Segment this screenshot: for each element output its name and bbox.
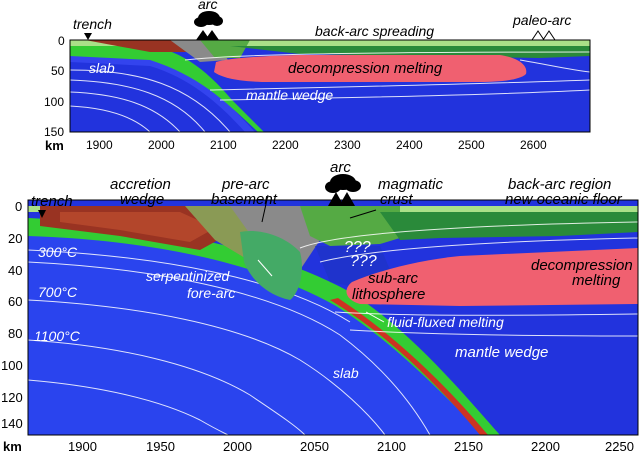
top-x-tick-2200: 2200 [272,138,299,152]
top-y-tick-150: 150 [44,125,64,139]
bottom-melt-region [346,248,638,306]
top-panel: trench arc back-arc spreading paleo-arc … [44,0,591,153]
bottom-1100c-label: 1100°C [34,328,81,344]
bottom-slab-label: slab [333,365,359,381]
bottom-pre-arc-label: pre-arc [221,176,270,193]
bottom-question-marks-2: ??? [350,253,377,270]
top-y-tick-50: 50 [51,64,65,78]
bottom-y-tick-40: 40 [8,263,22,278]
bottom-crust-label: crust [380,191,413,208]
top-x-tick-2300: 2300 [334,138,361,152]
top-trench-marker [84,33,92,40]
top-y-tick-0: 0 [58,34,65,48]
bottom-y-tick-120: 120 [1,390,23,405]
bottom-serpentinized-label: serpentinized [146,268,230,284]
bottom-magmatic-crust [300,206,400,246]
top-x-tick-1900: 1900 [86,138,113,152]
bottom-fore-arc-label: fore-arc [187,285,235,301]
top-x-tick-2400: 2400 [396,138,423,152]
bottom-y-tick-80: 80 [8,326,22,341]
bottom-magmatic-label: magmatic [378,176,444,193]
bottom-back-arc-region-label: back-arc region [508,176,611,193]
top-accretion [85,40,195,52]
bottom-fluid-fluxed-label: fluid-fluxed melting [387,314,504,330]
bottom-arc-volcano-icon [325,174,361,206]
top-mantle-wedge-label: mantle wedge [246,87,333,103]
top-slab-outer [70,44,264,132]
bottom-melting-label: melting [572,272,621,289]
bottom-basement-label: basement [211,191,278,208]
top-back-arc-spreading-label: back-arc spreading [315,23,434,39]
magmatic-pointer [349,209,377,219]
top-paleo-arc-icon [531,30,556,41]
bottom-trench-marker [38,210,46,218]
top-y-tick-100: 100 [44,95,64,109]
bottom-arc-label: arc [330,159,351,176]
top-x-tick-2500: 2500 [458,138,485,152]
top-x-tick-2600: 2600 [520,138,547,152]
fluid-fluxed-pointer [365,311,385,323]
bottom-panel: trench accretion wedge pre-arc basement … [1,159,639,454]
pre-arc-pointer [261,194,269,223]
bottom-x-tick-2250: 2250 [605,439,634,454]
top-paleo-arc-label: paleo-arc [512,12,571,28]
top-arc-volcano-icon [194,11,223,40]
bottom-x-tick-1950: 1950 [146,439,175,454]
bottom-y-tick-0: 0 [15,199,22,214]
bottom-new-oceanic-floor-label: new oceanic floor [505,191,623,208]
bottom-y-tick-100: 100 [1,358,23,373]
bottom-x-tick-2000: 2000 [223,439,252,454]
top-decompression-melting-label: decompression melting [288,60,443,77]
serpentinized-pointer [257,259,273,277]
bottom-y-unit: km [3,439,22,454]
bottom-question-marks: ??? [344,239,371,256]
top-melt-region [214,55,527,82]
bottom-lithosphere-label: lithosphere [352,286,425,303]
top-slab-label: slab [89,60,115,76]
bottom-y-tick-20: 20 [8,231,22,246]
top-trench-label: trench [73,16,112,32]
bottom-serpentinized-forearc [240,230,302,300]
top-y-unit: km [45,138,64,153]
bottom-accretion-label: accretion [110,176,171,193]
bottom-decompression-label: decompression [531,257,633,274]
bottom-x-tick-2050: 2050 [300,439,329,454]
top-arc-label: arc [198,0,217,12]
top-x-tick-2000: 2000 [148,138,175,152]
bottom-x-tick-2100: 2100 [377,439,406,454]
bottom-300c-label: 300°C [38,244,78,260]
top-x-tick-2100: 2100 [210,138,237,152]
bottom-x-tick-1900: 1900 [68,439,97,454]
bottom-fluid-fluxed-seam [330,298,488,435]
bottom-mantle-wedge-label: mantle wedge [455,344,548,361]
bottom-y-tick-60: 60 [8,294,22,309]
bottom-x-tick-2200: 2200 [531,439,560,454]
bottom-sub-arc-label: sub-arc [368,270,419,287]
bottom-trench-label: trench [31,193,73,210]
bottom-y-tick-140: 140 [1,416,23,431]
bottom-wedge-label: wedge [120,191,164,208]
bottom-slab [28,230,490,435]
top-arc-crust [200,40,250,58]
bottom-700c-label: 700°C [38,284,78,300]
bottom-x-tick-2150: 2150 [454,439,483,454]
